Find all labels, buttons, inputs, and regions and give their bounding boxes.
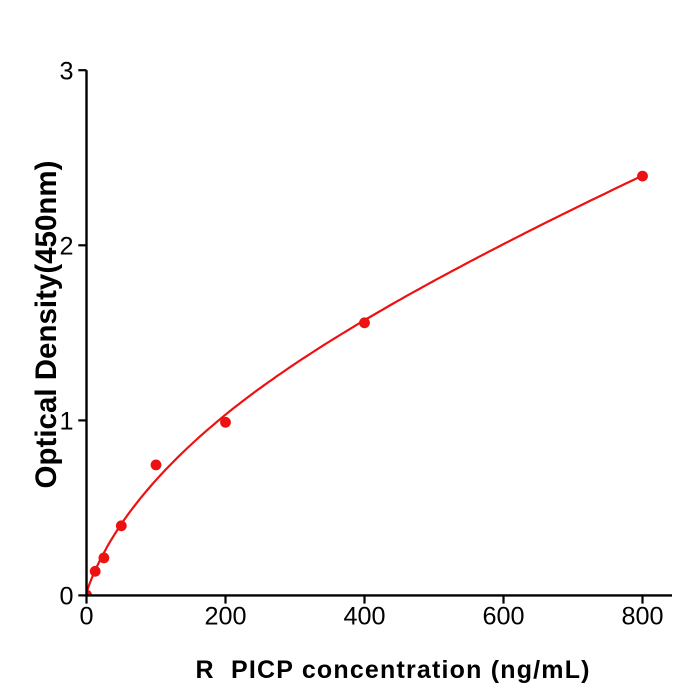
svg-text:0: 0	[59, 583, 73, 611]
svg-text:0: 0	[79, 603, 93, 631]
svg-text:3: 3	[59, 57, 73, 85]
svg-text:400: 400	[343, 603, 385, 631]
svg-text:1: 1	[59, 408, 73, 436]
svg-text:600: 600	[482, 603, 524, 631]
svg-text:R PICP concentration (ng/mL): R PICP concentration (ng/mL)	[196, 656, 590, 684]
svg-text:800: 800	[621, 603, 663, 631]
svg-text:2: 2	[59, 232, 73, 260]
svg-text:Optical Density(450nm): Optical Density(450nm)	[30, 161, 63, 489]
svg-text:200: 200	[204, 603, 246, 631]
